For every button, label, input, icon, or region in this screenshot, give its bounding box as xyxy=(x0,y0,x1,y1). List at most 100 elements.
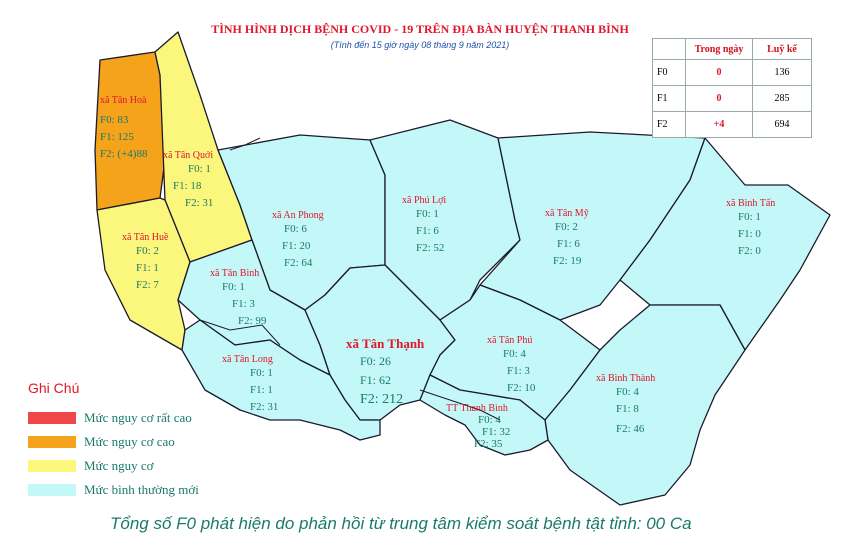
commune-f0: F0: 1 xyxy=(188,163,211,175)
commune-f2: F2: 99 xyxy=(238,315,267,327)
stats-today-value: +4 xyxy=(685,111,753,138)
commune-f2: F2: 10 xyxy=(507,382,536,394)
commune-f1: F1: 8 xyxy=(616,403,639,415)
commune-name: xã Tân Phú xyxy=(487,335,533,346)
stats-header-cumulative: Luỹ kế xyxy=(752,38,812,60)
commune-name: xã Tân Mỹ xyxy=(545,208,589,219)
stats-cumulative-value: 136 xyxy=(752,59,812,86)
commune-f1: F1: 3 xyxy=(232,298,255,310)
commune-f0: F0: 83 xyxy=(100,114,129,126)
commune-f1: F1: 32 xyxy=(482,426,511,438)
legend-item-high: Mức nguy cơ cao xyxy=(28,434,248,450)
stats-table: Trong ngày Luỹ kế F0 0 136 F1 0 285 F2 +… xyxy=(652,38,812,138)
legend-label: Mức nguy cơ rất cao xyxy=(84,410,192,425)
region-tan-hue xyxy=(96,197,191,351)
stats-header-today: Trong ngày xyxy=(685,38,753,60)
region-phu-loi xyxy=(369,119,521,321)
commune-f1: F1: 62 xyxy=(360,373,392,387)
commune-label-tan-phu: xã Tân Phú F0: 4 F1: 3 F2: 10 xyxy=(487,335,535,397)
commune-f2: F2: 7 xyxy=(136,279,159,291)
commune-f0: F0: 1 xyxy=(250,367,273,379)
legend-swatch xyxy=(28,436,76,448)
commune-f0: F0: 2 xyxy=(555,221,578,233)
region-tan-long xyxy=(181,319,381,441)
commune-name: TT Thanh Bình xyxy=(446,403,508,414)
region-binh-thanh xyxy=(544,304,746,506)
commune-f0: F0: 1 xyxy=(222,281,245,293)
commune-f0: F0: 4 xyxy=(478,414,501,426)
map-subtitle: (Tính đến 15 giờ ngày 08 tháng 9 năm 202… xyxy=(330,40,510,50)
commune-f2: F2: 0 xyxy=(738,245,761,257)
stats-header-row: Trong ngày Luỹ kế xyxy=(652,38,812,60)
commune-label-phu-loi: xã Phú Lợi F0: 1 F1: 6 F2: 52 xyxy=(402,195,446,257)
commune-f1: F1: 3 xyxy=(507,365,530,377)
stats-corner xyxy=(652,38,686,60)
commune-f0: F0: 2 xyxy=(136,245,159,257)
commune-label-binh-tan: xã Bình Tấn F0: 1 F1: 0 F2: 0 xyxy=(726,198,775,260)
stats-row: F0 0 136 xyxy=(652,59,812,86)
footer-note: Tổng số F0 phát hiện do phản hồi từ trun… xyxy=(110,514,692,533)
stats-row-label: F0 xyxy=(652,59,686,86)
commune-label-binh-thanh: xã Bình Thành F0: 4 F1: 8 F2: 46 xyxy=(596,373,655,438)
legend-item-medium: Mức nguy cơ xyxy=(28,458,248,474)
legend-label: Mức nguy cơ cao xyxy=(84,434,175,449)
commune-label-tan-binh: xã Tân Bình F0: 1 F1: 3 F2: 99 xyxy=(210,268,266,330)
commune-f2: F2: 31 xyxy=(185,197,214,209)
commune-label-an-phong: xã An Phong F0: 6 F1: 20 F2: 64 xyxy=(272,210,324,272)
commune-label-tan-thanh: xã Tân Thạnh F0: 26 F1: 62 F2: 212 xyxy=(346,336,424,409)
commune-name: xã An Phong xyxy=(272,210,324,221)
legend-title: Ghi Chú xyxy=(28,380,80,396)
legend-label: Mức nguy cơ xyxy=(84,458,154,473)
commune-label-tt-thanh-binh: TT Thanh Bình F0: 4 F1: 32 F2: 35 xyxy=(446,403,510,450)
commune-name: xã Phú Lợi xyxy=(402,195,447,206)
stats-row-label: F2 xyxy=(652,111,686,138)
commune-label-tan-hoa: xã Tân Hoà F0: 83 F1: 125 F2: (+4)88 xyxy=(100,95,147,163)
commune-label-tan-quoi: xã Tân Quới F0: 1 F1: 18 F2: 31 xyxy=(163,150,213,212)
commune-name: xã Tân Long xyxy=(222,354,273,365)
commune-name: xã Tân Thạnh xyxy=(346,336,425,351)
commune-name: xã Tân Huề xyxy=(122,232,169,243)
stats-today-value: 0 xyxy=(685,85,753,112)
commune-f2: F2: (+4)88 xyxy=(100,148,148,160)
legend-swatch xyxy=(28,460,76,472)
commune-f0: F0: 6 xyxy=(284,223,307,235)
commune-label-tan-my: xã Tân Mỹ F0: 2 F1: 6 F2: 19 xyxy=(545,208,589,270)
commune-f2: F2: 31 xyxy=(250,401,279,413)
commune-name: xã Tân Quới xyxy=(163,150,214,161)
commune-f1: F1: 125 xyxy=(100,131,134,143)
commune-f1: F1: 6 xyxy=(557,238,580,250)
commune-f2: F2: 212 xyxy=(360,392,404,407)
commune-name: xã Tân Bình xyxy=(210,268,260,279)
commune-f1: F1: 6 xyxy=(416,225,439,237)
stats-row-label: F1 xyxy=(652,85,686,112)
commune-f0: F0: 1 xyxy=(416,208,439,220)
stats-cumulative-value: 285 xyxy=(752,85,812,112)
commune-f0: F0: 1 xyxy=(738,211,761,223)
commune-name: xã Bình Thành xyxy=(596,373,656,384)
map-title: TÌNH HÌNH DỊCH BỆNH COVID - 19 TRÊN ĐỊA … xyxy=(211,22,629,36)
commune-label-tan-hue: xã Tân Huề F0: 2 F1: 1 F2: 7 xyxy=(122,232,168,294)
stats-row: F1 0 285 xyxy=(652,85,812,112)
commune-f1: F1: 18 xyxy=(173,180,202,192)
legend-label: Mức bình thường mới xyxy=(84,482,199,497)
region-tt-thanh-binh xyxy=(419,374,549,456)
legend-item-very-high: Mức nguy cơ rất cao xyxy=(28,410,248,426)
commune-f0: F0: 4 xyxy=(503,348,526,360)
commune-f1: F1: 1 xyxy=(250,384,273,396)
stats-today-value: 0 xyxy=(685,59,753,86)
commune-name: xã Tân Hoà xyxy=(100,95,147,106)
commune-f0: F0: 26 xyxy=(360,354,392,368)
commune-label-tan-long: xã Tân Long F0: 1 F1: 1 F2: 31 xyxy=(222,354,278,416)
legend-swatch xyxy=(28,412,76,424)
commune-f2: F2: 46 xyxy=(616,423,645,435)
commune-f2: F2: 19 xyxy=(553,255,582,267)
commune-f2: F2: 52 xyxy=(416,242,445,254)
commune-f2: F2: 35 xyxy=(474,438,503,450)
commune-f0: F0: 4 xyxy=(616,386,639,398)
stats-row: F2 +4 694 xyxy=(652,111,812,138)
commune-f1: F1: 1 xyxy=(136,262,159,274)
stats-cumulative-value: 694 xyxy=(752,111,812,138)
legend-item-normal: Mức bình thường mới xyxy=(28,482,248,498)
commune-f1: F1: 0 xyxy=(738,228,761,240)
